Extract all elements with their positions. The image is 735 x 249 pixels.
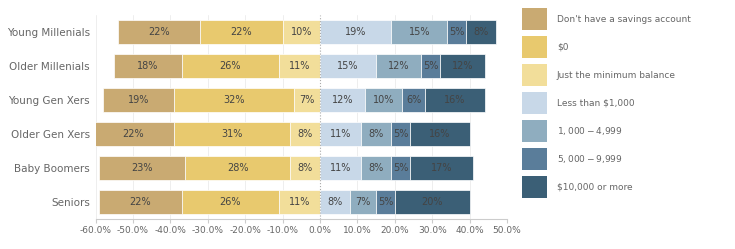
Text: Just the minimum balance: Just the minimum balance: [557, 71, 676, 80]
Bar: [440, 54, 484, 78]
FancyBboxPatch shape: [522, 92, 547, 115]
Bar: [376, 54, 421, 78]
Text: 10%: 10%: [373, 95, 395, 105]
Bar: [466, 20, 496, 44]
Bar: [361, 156, 391, 180]
Bar: [320, 20, 391, 44]
Bar: [294, 88, 320, 112]
Bar: [448, 20, 466, 44]
Bar: [395, 190, 470, 214]
Text: 12%: 12%: [331, 95, 354, 105]
Text: 17%: 17%: [431, 163, 453, 173]
Text: 16%: 16%: [429, 129, 451, 139]
Bar: [320, 54, 376, 78]
Text: 19%: 19%: [128, 95, 149, 105]
Text: 12%: 12%: [451, 61, 473, 71]
Bar: [350, 190, 376, 214]
Text: 18%: 18%: [137, 61, 159, 71]
Bar: [182, 190, 279, 214]
FancyBboxPatch shape: [522, 64, 547, 86]
Bar: [320, 88, 365, 112]
Text: 8%: 8%: [298, 129, 312, 139]
FancyBboxPatch shape: [522, 176, 547, 198]
Text: $1,000-$4,999: $1,000-$4,999: [557, 125, 623, 137]
Text: $0: $0: [557, 43, 568, 52]
Text: 7%: 7%: [356, 197, 370, 207]
Text: 15%: 15%: [409, 27, 430, 37]
Text: $5,000-$9,999: $5,000-$9,999: [557, 153, 623, 165]
Bar: [283, 20, 320, 44]
Bar: [365, 88, 402, 112]
Text: 11%: 11%: [289, 61, 310, 71]
Text: 32%: 32%: [223, 95, 245, 105]
Bar: [279, 190, 320, 214]
Text: 7%: 7%: [299, 95, 315, 105]
Text: 20%: 20%: [422, 197, 443, 207]
Text: 22%: 22%: [148, 27, 170, 37]
Bar: [118, 20, 201, 44]
Text: 16%: 16%: [444, 95, 465, 105]
Text: 28%: 28%: [227, 163, 248, 173]
Text: 8%: 8%: [327, 197, 343, 207]
Text: 5%: 5%: [392, 129, 408, 139]
FancyBboxPatch shape: [522, 8, 547, 30]
Text: 11%: 11%: [330, 129, 351, 139]
Bar: [320, 190, 350, 214]
Text: 5%: 5%: [378, 197, 393, 207]
Text: 23%: 23%: [132, 163, 153, 173]
Text: $10,000 or more: $10,000 or more: [557, 183, 632, 192]
Bar: [391, 20, 448, 44]
Text: 19%: 19%: [345, 27, 366, 37]
Bar: [361, 122, 391, 146]
Bar: [376, 190, 395, 214]
FancyBboxPatch shape: [522, 36, 547, 58]
Bar: [402, 88, 425, 112]
Text: 8%: 8%: [368, 129, 384, 139]
Bar: [182, 54, 279, 78]
Text: 12%: 12%: [388, 61, 409, 71]
Bar: [425, 88, 484, 112]
Bar: [174, 88, 294, 112]
Text: 5%: 5%: [449, 27, 465, 37]
Text: 5%: 5%: [423, 61, 438, 71]
Text: 15%: 15%: [337, 61, 359, 71]
Bar: [320, 156, 361, 180]
Bar: [114, 54, 182, 78]
Text: 8%: 8%: [473, 27, 489, 37]
FancyBboxPatch shape: [522, 148, 547, 171]
FancyBboxPatch shape: [522, 120, 547, 142]
Bar: [201, 20, 283, 44]
Bar: [185, 156, 290, 180]
Bar: [92, 122, 174, 146]
Bar: [174, 122, 290, 146]
Bar: [391, 156, 410, 180]
Bar: [391, 122, 410, 146]
Text: 5%: 5%: [392, 163, 408, 173]
Text: 31%: 31%: [221, 129, 243, 139]
Bar: [320, 122, 361, 146]
Bar: [279, 54, 320, 78]
Text: 10%: 10%: [290, 27, 312, 37]
Text: 11%: 11%: [330, 163, 351, 173]
Text: 22%: 22%: [122, 129, 144, 139]
Text: 22%: 22%: [231, 27, 252, 37]
Text: 22%: 22%: [129, 197, 151, 207]
Text: Less than $1,000: Less than $1,000: [557, 99, 634, 108]
Text: 6%: 6%: [406, 95, 421, 105]
Text: 26%: 26%: [220, 197, 241, 207]
Text: 26%: 26%: [220, 61, 241, 71]
Bar: [99, 156, 185, 180]
Bar: [290, 122, 320, 146]
Bar: [290, 156, 320, 180]
Text: Don't have a savings account: Don't have a savings account: [557, 15, 691, 24]
Bar: [421, 54, 440, 78]
Text: 11%: 11%: [289, 197, 310, 207]
Bar: [410, 122, 470, 146]
Text: 8%: 8%: [368, 163, 384, 173]
Bar: [410, 156, 473, 180]
Text: 8%: 8%: [298, 163, 312, 173]
Bar: [103, 88, 174, 112]
Bar: [99, 190, 182, 214]
